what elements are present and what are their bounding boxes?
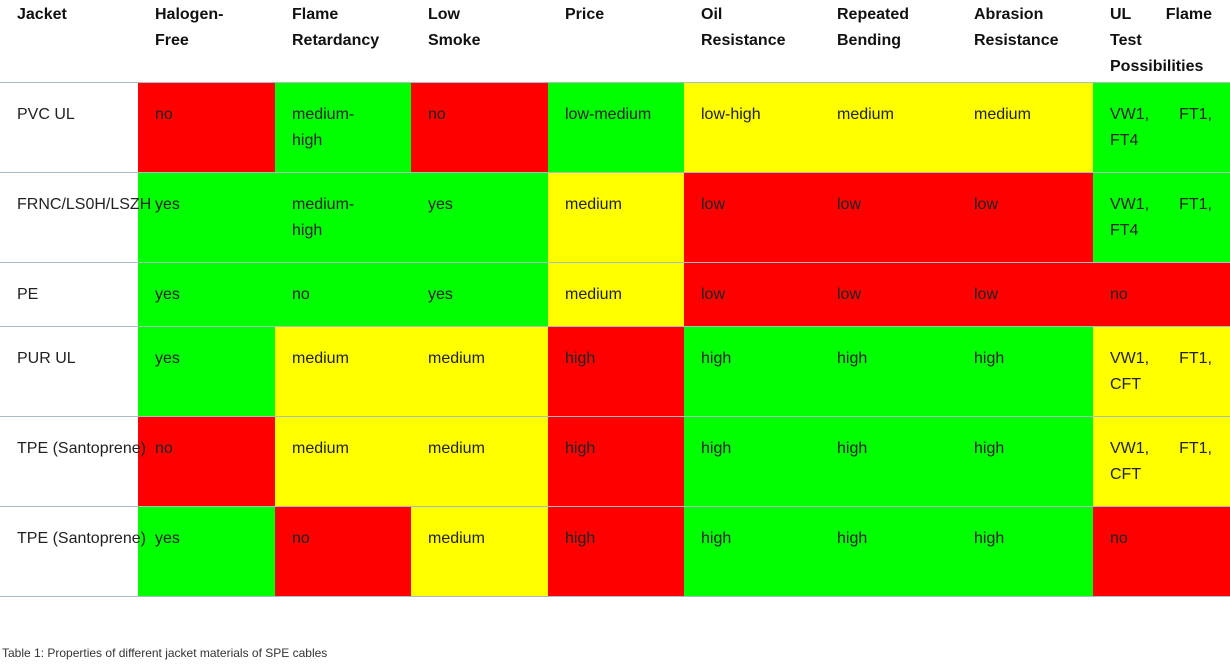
property-cell: yes	[411, 172, 548, 263]
header-cell: Flame Retardancy	[292, 6, 380, 49]
property-cell: yes	[138, 262, 275, 327]
property-cell: medium	[275, 416, 411, 507]
table-row: PVC UL no medium-high no low-medium low-high m…	[0, 82, 1230, 173]
property-cell: no	[138, 82, 275, 173]
property-cell: high	[957, 416, 1093, 507]
header-cell: Repeated Bending	[837, 6, 910, 49]
table-row: TPE (Santoprene) yes no medium high high high h…	[0, 506, 1230, 597]
property-cell: high	[957, 326, 1093, 417]
property-cell: low	[684, 262, 820, 327]
property-cell: medium-high	[275, 172, 411, 263]
property-cell: no	[275, 506, 411, 597]
property-cell: no	[411, 82, 548, 173]
header-cell: Abrasion Resistance	[974, 6, 1059, 49]
jacket-cell: PUR UL	[0, 326, 138, 417]
jacket-cell: FRNC/LS0H/LSZH	[0, 172, 151, 263]
property-cell: low	[820, 172, 957, 263]
property-cell: high	[684, 326, 820, 417]
property-cell: yes	[411, 262, 548, 327]
property-cell: yes	[138, 506, 275, 597]
property-cell: high	[820, 416, 957, 507]
table-row: FRNC/LS0H/LSZH yes medium-high yes medium low…	[0, 172, 1230, 263]
property-cell: medium	[275, 326, 411, 417]
header-cell: Oil Resistance	[701, 6, 786, 49]
property-cell: medium	[820, 82, 957, 173]
property-cell: medium-high	[275, 82, 411, 173]
property-cell: no	[138, 416, 275, 507]
property-cell: high	[548, 506, 684, 597]
table-caption: Table 1: Properties of different jacket …	[2, 646, 328, 660]
property-cell: high	[684, 506, 820, 597]
property-cell: VW1, FT1, CFT	[1093, 416, 1230, 507]
header-cell: Halogen-Free	[155, 6, 224, 49]
property-cell: high	[684, 416, 820, 507]
properties-table: Jacket Halogen-Free Flame Retardancy Low Sm…	[0, 0, 1230, 597]
header-row: Jacket Halogen-Free Flame Retardancy Low Sm…	[0, 0, 1230, 83]
property-cell: medium	[548, 262, 684, 327]
property-cell: VW1, FT1, CFT	[1093, 326, 1230, 417]
property-cell: high	[548, 326, 684, 417]
jacket-cell: TPE (Santoprene)	[0, 506, 146, 597]
property-cell: low	[957, 172, 1093, 263]
property-cell: no	[1093, 506, 1230, 597]
property-cell: yes	[138, 172, 275, 263]
jacket-cell: PVC UL	[0, 82, 138, 173]
property-cell: low	[957, 262, 1093, 327]
property-cell: medium	[411, 506, 548, 597]
header-cell: Price	[565, 6, 605, 23]
table-row: TPE (Santoprene) no medium medium high high hi…	[0, 416, 1230, 507]
property-cell: medium	[548, 172, 684, 263]
table-row: PUR UL yes medium medium high high high high VW1…	[0, 326, 1230, 417]
property-cell: high	[820, 326, 957, 417]
property-cell: medium	[411, 416, 548, 507]
property-cell: high	[548, 416, 684, 507]
property-cell: low	[684, 172, 820, 263]
property-cell: high	[957, 506, 1093, 597]
property-cell: low-medium	[548, 82, 684, 173]
property-cell: high	[820, 506, 957, 597]
table-row: PE yes no yes medium low low low no	[0, 262, 1230, 327]
property-cell: low-high	[684, 82, 820, 173]
property-cell: yes	[138, 326, 275, 417]
property-cell: VW1, FT1, FT4	[1093, 172, 1230, 263]
property-cell: medium	[411, 326, 548, 417]
header-cell: UL Flame Test Possibilities	[1110, 6, 1212, 75]
property-cell: low	[820, 262, 957, 327]
header-cell: Jacket	[17, 6, 67, 23]
property-cell: no	[1093, 262, 1230, 327]
header-cell: Low Smoke	[428, 6, 481, 49]
jacket-cell: PE	[0, 262, 138, 327]
property-cell: medium	[957, 82, 1093, 173]
jacket-cell: TPE (Santoprene)	[0, 416, 146, 507]
property-cell: VW1, FT1, FT4	[1093, 82, 1230, 173]
property-cell: no	[275, 262, 411, 327]
